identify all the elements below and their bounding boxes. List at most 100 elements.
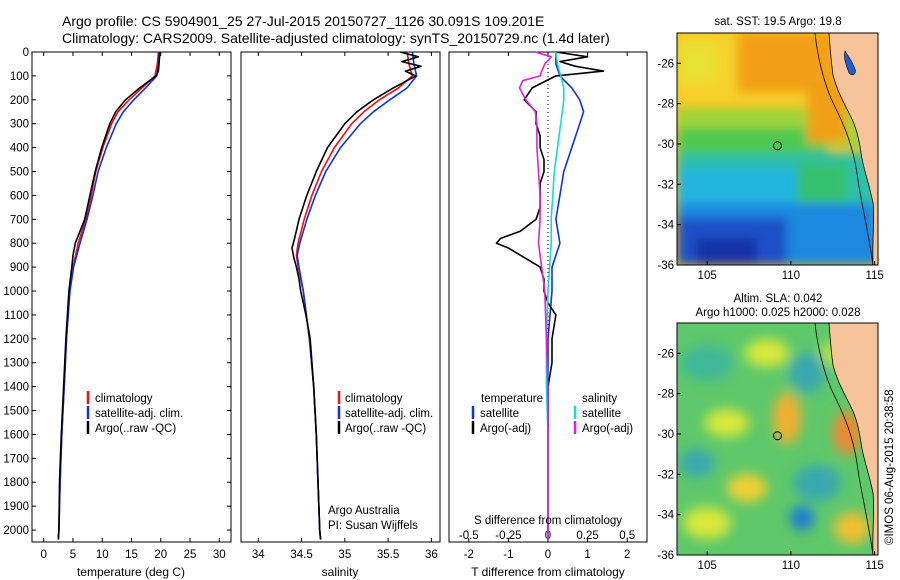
difference-legend: temperature salinity satellite Argo(-adj… — [471, 393, 633, 435]
legend-label-argo: Argo(..raw -QC) — [345, 423, 426, 435]
x-tick-label: 2 — [624, 549, 630, 561]
map-x-tick-label: 110 — [782, 560, 800, 572]
legend-label-climatology: climatology — [95, 393, 153, 405]
figure-title-line1: Argo profile: CS 5904901_25 27-Jul-2015 … — [62, 13, 544, 29]
depth-tick-label: 800 — [10, 238, 29, 250]
imos-credit: ©IMOS 06-Aug-2015 20:38:58 — [884, 389, 896, 545]
t-difference-label: T difference from climatology — [471, 565, 625, 579]
x-tick-label: 15 — [125, 549, 138, 561]
depth-tick-label: 700 — [10, 214, 29, 226]
difference-panel: -2 -1 0 1 2-0.5 -0.25 0 0.25 0.5 temperature sal… — [448, 51, 648, 579]
coastal-inlet — [844, 50, 856, 75]
depth-tick-label: 300 — [10, 119, 29, 131]
annotation-pi-name: PI: Susan Wijffels — [328, 520, 418, 532]
sla-map-title-line1: Altim. SLA: 0.042 — [734, 293, 823, 305]
depth-tick-label: 1200 — [3, 334, 29, 346]
map-x-tick-label: 110 — [782, 270, 800, 282]
depth-tick-label: 1100 — [4, 310, 29, 322]
x-tick-label: 0 — [41, 549, 47, 561]
sst-map-title: sat. SST: 19.5 Argo: 19.8 — [714, 16, 841, 28]
figure-title-line2: Climatology: CARS2009. Satellite-adjuste… — [62, 30, 610, 46]
x-tick-label: 30 — [213, 549, 226, 561]
x-tick-label: 10 — [96, 549, 109, 561]
map-y-tick-label: -26 — [657, 58, 674, 70]
legend-label-argo: Argo(..raw -QC) — [95, 423, 176, 435]
temperature-legend: climatology satellite-adj. clim. Argo(..… — [86, 391, 183, 435]
depth-tick-label: 600 — [10, 190, 29, 202]
x-tick-label: 36 — [425, 549, 438, 561]
depth-tick-label: 900 — [10, 262, 29, 274]
shelf-contour — [814, 33, 874, 265]
map-x-tick-label: 105 — [698, 560, 717, 572]
map-y-tick-label: -32 — [657, 179, 674, 191]
s-tick-label: 0.25 — [576, 530, 598, 542]
depth-tick-label: 1300 — [3, 358, 29, 370]
s-tick-label: -0.5 — [459, 530, 479, 542]
s-difference-label: S difference from climatology — [474, 515, 622, 527]
depth-tick-label: 1400 — [3, 382, 29, 394]
salinity-x-label: salinity — [322, 565, 359, 579]
depth-tick-label: 1700 — [3, 453, 29, 465]
temperature-plot-frame — [31, 51, 232, 543]
s-tick-label: 0.5 — [619, 530, 635, 542]
sst-field — [677, 33, 878, 265]
sst-map-panel: sat. SST: 19.5 Argo: 19.8 — [657, 16, 883, 282]
salinity-legend: climatology satellite-adj. clim. Argo(..… — [337, 391, 433, 435]
map-y-tick-label: -36 — [657, 550, 674, 562]
x-tick-label: 1 — [584, 549, 590, 561]
legend-title-salinity: salinity — [582, 393, 617, 405]
depth-tick-label: 2000 — [3, 525, 29, 537]
argo-location-marker — [773, 141, 782, 151]
depth-tick-label: 0 — [23, 47, 29, 59]
difference-series — [495, 51, 605, 540]
depth-tick-label: 100 — [10, 71, 29, 83]
depth-tick-label: 1900 — [3, 501, 29, 513]
x-tick-label: 35.5 — [377, 549, 399, 561]
x-tick-label: 34 — [252, 549, 265, 561]
legend-label-temperature-satellite: satellite — [480, 408, 519, 420]
argo-location-marker — [773, 431, 782, 441]
sla-heatmap — [677, 323, 878, 555]
sla-map-title-line2: Argo h1000: 0.025 h2000: 0.028 — [696, 307, 861, 319]
x-tick-label: 34.5 — [290, 549, 312, 561]
series-line — [291, 51, 422, 540]
s-tick-label: -0.25 — [495, 530, 521, 542]
x-tick-label: 35 — [338, 549, 351, 561]
map-y-tick-label: -30 — [657, 139, 674, 151]
x-tick-label: 25 — [184, 549, 197, 561]
sst-map-axes: 105 110 115 -26 -28 -30 -32 -34 -36 — [657, 58, 883, 282]
depth-tick-label: 400 — [10, 143, 29, 155]
temperature-panel: 0100200300400500600700800900100011001200… — [3, 47, 647, 579]
legend-label-climatology: climatology — [345, 393, 403, 405]
series-line — [518, 51, 553, 540]
sla-map-panel: Altim. SLA: 0.042 Argo h1000: 0.025 h200… — [657, 293, 883, 572]
x-tick-label: 0 — [545, 549, 551, 561]
map-x-tick-label: 115 — [865, 270, 883, 282]
sla-map-axes: 105 110 115 -26 -28 -30 -32 -34 -36 — [657, 348, 883, 572]
legend-label-salinity-satellite: satellite — [582, 408, 621, 420]
depth-tick-label: 500 — [10, 167, 29, 179]
salinity-plot-frame — [240, 51, 441, 543]
depth-tick-label: 1800 — [3, 477, 29, 489]
map-y-tick-label: -28 — [657, 389, 674, 401]
temperature-x-label: temperature (deg C) — [77, 565, 185, 579]
map-y-tick-label: -34 — [657, 510, 674, 522]
salinity-series — [291, 51, 422, 540]
land-mass — [828, 33, 878, 265]
legend-label-satellite: satellite-adj. clim. — [345, 408, 433, 420]
salinity-panel: 34 34.5 35 35.5 36 climatology satellite-adj… — [240, 51, 441, 579]
land-mass — [828, 323, 878, 555]
x-tick-label: 20 — [154, 549, 167, 561]
series-line — [57, 52, 161, 540]
legend-label-temperature-argo: Argo(-adj) — [480, 423, 531, 435]
map-y-tick-label: -28 — [657, 99, 674, 111]
legend-title-temperature: temperature — [481, 393, 543, 405]
sst-heatmap — [677, 33, 878, 265]
map-y-tick-label: -26 — [657, 348, 674, 360]
sst-map-frame — [676, 32, 879, 266]
annotation-argo-australia: Argo Australia — [328, 505, 400, 517]
x-tick-label: 5 — [70, 549, 76, 561]
shelf-contour — [814, 323, 874, 555]
sla-field — [679, 339, 870, 544]
